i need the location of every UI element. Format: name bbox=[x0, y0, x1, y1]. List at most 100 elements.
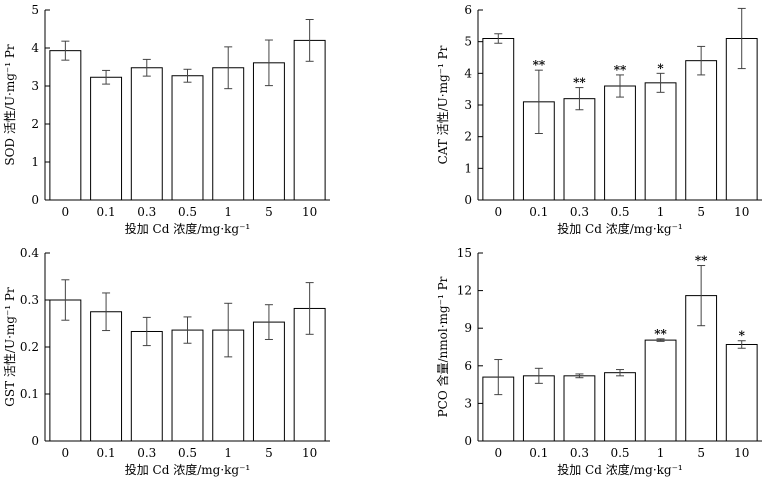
x-tick-label: 0 bbox=[494, 446, 502, 460]
error-bar bbox=[61, 279, 70, 321]
error-bar bbox=[737, 7, 746, 70]
error-bar bbox=[575, 87, 584, 111]
y-tick-label: 3 bbox=[31, 79, 39, 93]
y-tick-label: 2 bbox=[31, 117, 39, 131]
error-bar bbox=[102, 292, 111, 332]
bar-10 bbox=[725, 343, 758, 442]
x-tick-label: 1 bbox=[657, 446, 665, 460]
error-bar bbox=[494, 359, 503, 396]
error-bar bbox=[494, 33, 503, 44]
x-tick-label: 1 bbox=[657, 205, 665, 219]
y-tick-label: 5 bbox=[31, 3, 39, 17]
y-tick-label: 12 bbox=[457, 284, 472, 298]
x-axis-title: 投加 Cd 浓度/mg·kg⁻¹ bbox=[557, 462, 683, 477]
y-tick-label: 1 bbox=[31, 155, 39, 169]
y-tick-label: 6 bbox=[464, 359, 472, 373]
x-tick-label: 5 bbox=[265, 446, 273, 460]
bar-0.5 bbox=[604, 85, 636, 201]
x-tick-label: 0.5 bbox=[610, 205, 629, 219]
x-tick-label: 0 bbox=[494, 205, 502, 219]
error-bar bbox=[264, 39, 273, 87]
error-bar bbox=[224, 46, 233, 90]
bar-0 bbox=[482, 38, 515, 201]
bar-0.5 bbox=[604, 372, 636, 442]
x-axis-title: 投加 Cd 浓度/mg·kg⁻¹ bbox=[557, 221, 683, 236]
y-tick-label: 4 bbox=[31, 41, 39, 55]
error-bar bbox=[142, 316, 151, 347]
y-tick-label: 1 bbox=[464, 161, 472, 175]
x-tick-label: 5 bbox=[697, 446, 705, 460]
y-axis-title: SOD 活性/U·mg⁻¹ Pr bbox=[3, 44, 17, 166]
x-tick-label: 1 bbox=[224, 446, 232, 460]
x-axis-title: 投加 Cd 浓度/mg·kg⁻¹ bbox=[125, 462, 251, 477]
bar-0.5 bbox=[171, 329, 204, 442]
bar-1 bbox=[212, 67, 245, 201]
significance-marker: ** bbox=[654, 327, 667, 341]
error-bar bbox=[656, 72, 665, 93]
error-bar bbox=[616, 369, 624, 377]
error-bar bbox=[534, 367, 543, 384]
x-tick-label: 0.1 bbox=[529, 205, 548, 219]
x-axis-title: 投加 Cd 浓度/mg·kg⁻¹ bbox=[125, 221, 251, 236]
x-tick-label: 0.5 bbox=[178, 446, 197, 460]
significance-marker: ** bbox=[573, 76, 586, 90]
chart-panel-2: 0 1 2 3 4 5 6 0 ** 0.1 ** 0.3 ** 0.5 * 1 5 10 投加 Cd 浓度/mg·… bbox=[436, 3, 762, 236]
error-bar bbox=[305, 19, 314, 62]
bar-0.5 bbox=[171, 75, 204, 201]
x-tick-label: 0 bbox=[62, 446, 70, 460]
bar-5 bbox=[685, 60, 718, 201]
x-tick-label: 10 bbox=[302, 446, 317, 460]
bar-10 bbox=[293, 39, 326, 201]
bar-0 bbox=[49, 50, 82, 201]
significance-marker: ** bbox=[533, 58, 546, 72]
y-tick-label: 0 bbox=[31, 434, 39, 448]
x-tick-label: 5 bbox=[697, 205, 705, 219]
error-bar bbox=[656, 338, 665, 342]
significance-marker: ** bbox=[614, 63, 627, 77]
y-tick-label: 9 bbox=[464, 321, 472, 335]
bar-5 bbox=[252, 321, 285, 442]
error-bar bbox=[697, 45, 706, 76]
error-bar bbox=[616, 74, 624, 98]
x-tick-label: 0.3 bbox=[570, 446, 589, 460]
x-tick-label: 10 bbox=[302, 205, 317, 219]
x-tick-label: 0.1 bbox=[529, 446, 548, 460]
bar-1 bbox=[644, 82, 677, 201]
error-bar bbox=[737, 340, 746, 349]
x-tick-label: 10 bbox=[734, 446, 749, 460]
x-tick-label: 0.3 bbox=[137, 205, 156, 219]
error-bar bbox=[102, 69, 111, 85]
bar-0.3 bbox=[130, 330, 163, 442]
y-axis-title: PCO 含量/nmol·mg⁻¹ Pr bbox=[435, 276, 450, 417]
x-tick-label: 0.3 bbox=[137, 446, 156, 460]
y-tick-label: 3 bbox=[464, 396, 472, 410]
y-tick-label: 0.2 bbox=[20, 340, 39, 354]
chart-panel-1: 0 1 2 3 4 5 0 0.1 0.3 0.5 1 5 10 投加 Cd 浓度/mg·kg⁻¹ SOD … bbox=[3, 3, 330, 236]
y-tick-label: 5 bbox=[464, 35, 472, 49]
y-axis-title: CAT 活性/U·mg⁻¹ Pr bbox=[436, 45, 450, 164]
error-bar bbox=[575, 373, 584, 379]
bar-0.3 bbox=[130, 67, 163, 201]
y-tick-label: 0 bbox=[31, 193, 39, 207]
x-tick-label: 0.1 bbox=[97, 446, 116, 460]
bar-0.3 bbox=[563, 375, 596, 442]
error-bar bbox=[697, 265, 706, 327]
error-bar bbox=[534, 69, 543, 134]
y-tick-label: 2 bbox=[464, 130, 472, 144]
y-tick-label: 0.4 bbox=[20, 246, 39, 260]
y-tick-label: 0 bbox=[464, 193, 472, 207]
y-tick-label: 6 bbox=[464, 3, 472, 17]
x-tick-label: 0 bbox=[62, 205, 70, 219]
error-bar bbox=[224, 302, 233, 358]
x-tick-label: 0.5 bbox=[178, 205, 197, 219]
y-tick-label: 3 bbox=[464, 98, 472, 112]
bar-0.1 bbox=[522, 375, 555, 442]
significance-marker: * bbox=[657, 61, 664, 75]
error-bar bbox=[142, 58, 151, 77]
x-tick-label: 10 bbox=[734, 205, 749, 219]
y-tick-label: 0 bbox=[464, 434, 472, 448]
x-tick-label: 1 bbox=[224, 205, 232, 219]
x-tick-label: 0.1 bbox=[97, 205, 116, 219]
x-tick-label: 5 bbox=[265, 205, 273, 219]
